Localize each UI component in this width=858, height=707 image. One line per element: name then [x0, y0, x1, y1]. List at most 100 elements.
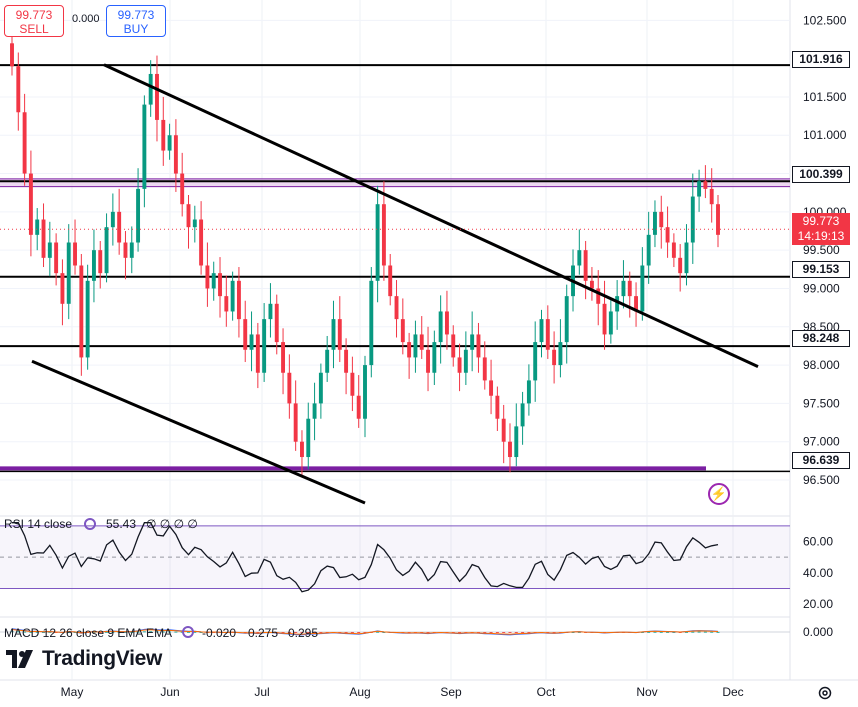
candle-body — [489, 380, 494, 396]
candle-body — [224, 296, 229, 312]
buy-button[interactable]: 99.773 BUY — [106, 5, 166, 37]
macd-histogram-bar — [527, 632, 531, 633]
macd-histogram-bar — [357, 632, 361, 633]
macd-histogram-bar — [294, 632, 298, 633]
candle-body — [98, 250, 103, 274]
macd-histogram-bar — [35, 631, 39, 633]
candle-body — [375, 204, 380, 281]
candle-body — [47, 242, 52, 258]
macd-histogram-bar — [697, 631, 701, 633]
candle-body — [344, 349, 349, 373]
candle-body — [142, 104, 147, 189]
candle-body — [552, 349, 557, 366]
macd-histogram-bar — [458, 632, 462, 633]
candle-body — [615, 296, 620, 312]
lightning-icon[interactable]: ⚡ — [708, 483, 730, 505]
candle-body — [697, 181, 702, 197]
macd-histogram-bar — [552, 632, 556, 633]
macd-histogram-bar — [48, 631, 52, 633]
candle-body — [91, 250, 96, 281]
candle-body — [287, 372, 292, 404]
macd-histogram-bar — [161, 631, 165, 633]
macd-histogram-bar — [73, 631, 77, 633]
candle-body — [659, 211, 664, 228]
macd-histogram-bar — [29, 631, 33, 633]
candle-body — [665, 227, 670, 243]
candle-body — [583, 250, 588, 281]
macd-signal-value: 0.295 — [288, 626, 318, 640]
candle-body — [293, 403, 298, 442]
brand-name: TradingView — [42, 647, 163, 670]
candle-body — [268, 303, 273, 320]
candle-body — [10, 43, 14, 67]
macd-histogram-bar — [98, 632, 102, 633]
candle-body — [596, 288, 601, 304]
level-tag-99153: 99.153 — [792, 261, 850, 278]
macd-histogram-bar — [426, 632, 430, 633]
macd-histogram-bar — [350, 632, 354, 633]
macd-histogram-bar — [23, 631, 27, 633]
candle-body — [369, 280, 374, 366]
candle-body — [444, 311, 449, 335]
macd-histogram-bar — [521, 632, 525, 633]
price-axis-label: 102.500 — [803, 13, 847, 27]
candle-body — [331, 319, 336, 350]
rsi-line — [12, 522, 719, 593]
candle-body — [274, 303, 279, 343]
candle-body — [634, 296, 639, 312]
candle-body — [54, 242, 59, 274]
candle-body — [690, 196, 695, 243]
macd-histogram-bar — [640, 631, 644, 633]
macd-histogram-bar — [168, 631, 172, 633]
candle-body — [508, 441, 512, 458]
current-price: 99.773 — [802, 214, 840, 228]
candle-body — [678, 257, 683, 274]
candle-body — [117, 211, 122, 243]
macd-histogram-bar — [647, 631, 651, 633]
macd-histogram-bar — [363, 632, 367, 633]
sell-price: 99.773 — [15, 8, 53, 22]
candle-body — [173, 135, 178, 174]
macd-histogram-bar — [653, 631, 657, 633]
candle-body — [123, 242, 128, 258]
candle-body — [41, 219, 46, 258]
candle-body — [621, 280, 626, 297]
candle-body — [413, 334, 418, 358]
time-axis-label: Sep — [440, 685, 462, 699]
macd-histogram-bar — [10, 631, 14, 633]
rsi-null-values: ∅ ∅ ∅ ∅ — [146, 517, 198, 531]
macd-histogram-bar — [117, 631, 121, 633]
candle-body — [482, 357, 487, 381]
rsi-axis-label: 60.00 — [803, 535, 833, 549]
buy-price: 99.773 — [117, 8, 155, 22]
macd-histogram-bar — [489, 632, 493, 633]
upper-trendline — [103, 63, 759, 368]
macd-histogram-bar — [67, 631, 71, 633]
time-axis-label: Aug — [349, 685, 370, 699]
rsi-axis-label: 20.00 — [803, 597, 833, 611]
price-axis-label: 99.000 — [803, 281, 840, 295]
macd-histogram-bar — [666, 631, 670, 633]
candle-body — [218, 273, 222, 297]
candle-body — [646, 234, 651, 266]
macd-histogram-bar — [42, 631, 46, 633]
candle-body — [129, 242, 134, 258]
candle-body — [476, 334, 481, 358]
candle-body — [22, 112, 27, 174]
sell-button[interactable]: 99.773 SELL — [4, 5, 64, 37]
price-axis-label: 97.000 — [803, 435, 840, 449]
macd-histogram-bar — [123, 631, 127, 633]
macd-histogram-bar — [678, 632, 682, 633]
macd-histogram-bar — [716, 631, 720, 633]
candle-body — [161, 119, 166, 151]
candle-body — [533, 342, 538, 381]
time-axis-label: Oct — [537, 685, 556, 699]
macd-histogram-bar — [187, 631, 190, 633]
settings-gear-icon[interactable] — [817, 685, 833, 701]
macd-title: MACD 12 26 close 9 EMA EMA — [4, 626, 172, 640]
candle-body — [167, 135, 172, 151]
candle-body — [627, 280, 632, 297]
time-axis-label: May — [61, 685, 84, 699]
macd-histogram-bar — [193, 631, 197, 633]
